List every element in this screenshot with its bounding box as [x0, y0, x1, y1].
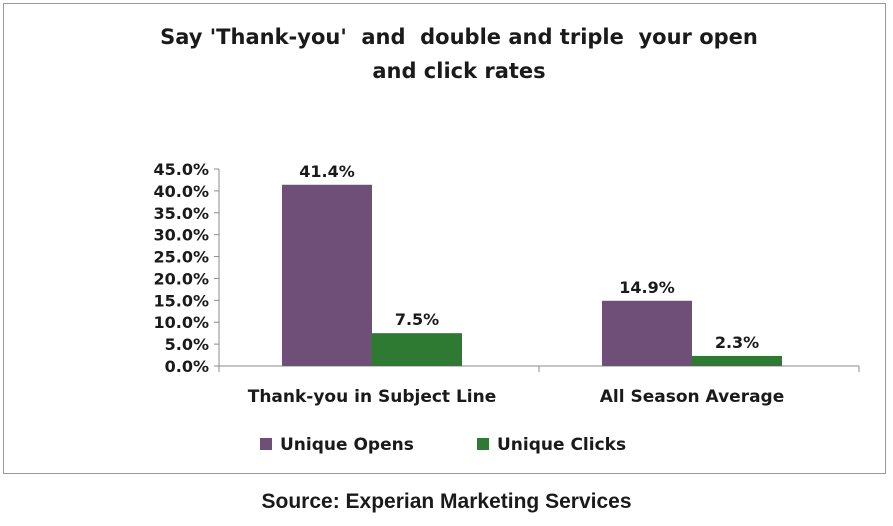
chart-title-line: and click rates	[372, 59, 545, 83]
bar-chart: Say 'Thank-you' and double and triple yo…	[153, 25, 860, 455]
legend-label: Unique Opens	[280, 435, 414, 455]
bar-unique-clicks	[692, 355, 782, 366]
y-tick-label: 45.0%	[153, 160, 209, 179]
category-label: All Season Average	[600, 387, 785, 407]
data-label: 14.9%	[619, 278, 675, 297]
data-label: 2.3%	[715, 333, 759, 352]
data-label: 7.5%	[395, 310, 439, 329]
bar-unique-opens	[602, 300, 692, 366]
source-note: Source: Experian Marketing Services	[261, 490, 632, 513]
bar-unique-clicks	[372, 333, 462, 366]
y-tick-label: 10.0%	[153, 313, 209, 332]
data-label: 41.4%	[299, 162, 355, 181]
legend-swatch	[260, 438, 272, 450]
chart-title-line: Say 'Thank-you' and double and triple yo…	[160, 25, 758, 49]
chart-frame: Say 'Thank-you' and double and triple yo…	[3, 3, 886, 474]
y-tick-label: 5.0%	[165, 335, 209, 354]
bar-unique-opens	[282, 184, 372, 366]
y-tick-label: 35.0%	[153, 204, 209, 223]
y-tick-label: 0.0%	[165, 357, 209, 376]
y-tick-label: 25.0%	[153, 248, 209, 267]
legend-label: Unique Clicks	[497, 435, 626, 455]
legend-swatch	[477, 438, 489, 450]
y-tick-label: 30.0%	[153, 226, 209, 245]
y-tick-label: 40.0%	[153, 182, 209, 201]
category-label: Thank-you in Subject Line	[248, 387, 497, 407]
y-tick-label: 20.0%	[153, 269, 209, 288]
y-tick-label: 15.0%	[153, 291, 209, 310]
